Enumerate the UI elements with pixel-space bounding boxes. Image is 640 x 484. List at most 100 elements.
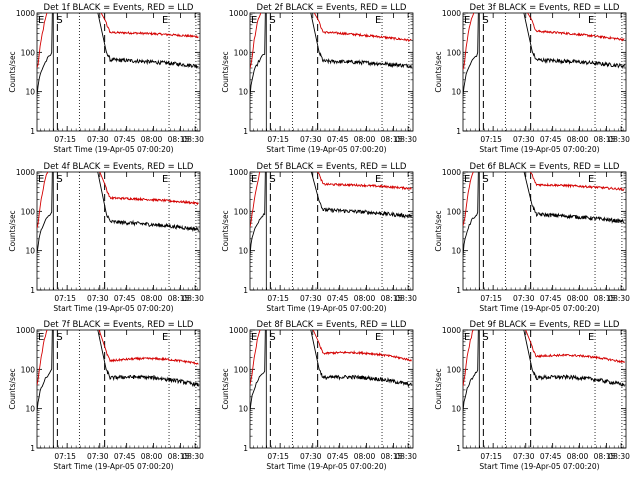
lld-series-line: [250, 13, 262, 69]
detector-panel-2: Det 2f BLACK = Events, RED = LLD 1 10 100 10…: [221, 3, 417, 154]
x-tick-label: 07:45: [114, 135, 136, 144]
lld-series-line: [100, 13, 199, 39]
events-series-line: [310, 172, 412, 219]
detector-panel-5: Det 5f BLACK = Events, RED = LLD 1 10 100 10…: [221, 162, 417, 313]
lld-series-line: [99, 172, 199, 206]
y-tick-label: 10: [451, 88, 461, 97]
y-tick-label: 1: [456, 444, 461, 453]
y-tick-label: 100: [234, 365, 249, 374]
y-axis-label: Counts/sec: [434, 51, 443, 92]
x-tick-label: 08:15: [594, 452, 616, 461]
y-tick-label: 1: [30, 444, 35, 453]
y-tick-label: 1000: [442, 9, 461, 18]
y-tick-label: 10: [238, 247, 248, 256]
y-tick-label: 100: [21, 365, 36, 374]
x-tick-label: 07:15: [480, 135, 502, 144]
y-tick-label: 100: [234, 48, 249, 57]
end-marker-label: E: [588, 174, 594, 185]
y-tick-label: 1000: [229, 9, 248, 18]
end-marker-label: E: [375, 332, 381, 343]
detector-panel-4: Det 4f BLACK = Events, RED = LLD 1 10 100 10…: [8, 162, 204, 313]
y-tick-label: 100: [21, 48, 36, 57]
lld-series-line: [527, 13, 625, 42]
start-marker-label: S: [56, 174, 62, 185]
y-tick-label: 1000: [16, 168, 35, 177]
x-tick-label: 08:30: [395, 452, 417, 461]
x-axis-label: Start Time (19-Apr-05 07:00:20): [479, 462, 599, 471]
events-series-line: [250, 172, 266, 256]
x-tick-label: 08:30: [608, 452, 630, 461]
lld-series-line: [98, 330, 199, 366]
y-axis-label: Counts/sec: [8, 51, 17, 92]
x-tick-label: 07:30: [87, 452, 109, 461]
x-tick-label: 08:00: [567, 135, 589, 144]
x-tick-label: 08:00: [567, 294, 589, 303]
start-marker-label: S: [56, 332, 62, 343]
y-tick-label: 100: [447, 207, 462, 216]
y-tick-label: 100: [234, 207, 249, 216]
lld-series-line: [313, 13, 412, 43]
end-marker-label: E: [375, 174, 381, 185]
x-tick-label: 08:15: [381, 294, 403, 303]
start-marker-label: S: [269, 332, 275, 343]
start-marker-label: E: [38, 332, 44, 343]
x-tick-label: 08:00: [141, 294, 163, 303]
x-tick-label: 07:30: [87, 135, 109, 144]
x-tick-label: 07:15: [54, 452, 76, 461]
y-axis-label: Counts/sec: [434, 368, 443, 409]
panel-title: Det 9f BLACK = Events, RED = LLD: [470, 320, 620, 330]
y-tick-label: 1: [456, 286, 461, 295]
panel-frame: [249, 12, 414, 132]
y-tick-label: 10: [25, 405, 35, 414]
events-series-line: [463, 172, 479, 257]
x-tick-label: 08:30: [395, 135, 417, 144]
y-tick-label: 1: [243, 444, 248, 453]
x-tick-label: 07:45: [327, 135, 349, 144]
start-marker-label: E: [251, 332, 257, 343]
x-tick-label: 07:45: [114, 294, 136, 303]
x-tick-label: 08:00: [141, 135, 163, 144]
detector-panel-6: Det 6f BLACK = Events, RED = LLD 1 10 100 10…: [434, 162, 630, 313]
x-axis-label: Start Time (19-Apr-05 07:00:20): [266, 145, 386, 154]
x-tick-label: 07:15: [267, 294, 289, 303]
x-axis-label: Start Time (19-Apr-05 07:00:20): [53, 145, 173, 154]
x-tick-label: 07:15: [267, 135, 289, 144]
x-axis-label: Start Time (19-Apr-05 07:00:20): [479, 145, 599, 154]
panel-frame: [462, 329, 627, 449]
x-tick-label: 08:30: [395, 294, 417, 303]
x-tick-label: 08:15: [168, 452, 190, 461]
start-marker-label: S: [482, 332, 488, 343]
lld-series-line: [463, 330, 474, 387]
x-tick-label: 08:30: [182, 135, 204, 144]
x-tick-label: 08:15: [381, 452, 403, 461]
panel-title: Det 7f BLACK = Events, RED = LLD: [44, 320, 194, 330]
x-tick-label: 07:15: [267, 452, 289, 461]
events-series-line: [37, 13, 53, 96]
x-tick-label: 08:30: [182, 452, 204, 461]
end-marker-label: E: [588, 15, 594, 26]
x-tick-label: 08:15: [168, 135, 190, 144]
events-series-line: [463, 330, 479, 412]
x-tick-label: 08:15: [594, 294, 616, 303]
start-marker-label: E: [38, 174, 44, 185]
panel-frame: [36, 171, 201, 291]
y-axis-label: Counts/sec: [8, 368, 17, 409]
start-marker-label: E: [464, 174, 470, 185]
x-tick-label: 08:00: [354, 452, 376, 461]
lld-series-line: [312, 330, 412, 362]
start-marker-label: S: [482, 15, 488, 26]
y-axis-label: Counts/sec: [434, 210, 443, 251]
x-tick-label: 07:45: [540, 135, 562, 144]
y-tick-label: 1000: [229, 168, 248, 177]
x-tick-label: 07:30: [300, 294, 322, 303]
x-tick-label: 07:45: [114, 452, 136, 461]
y-tick-label: 1000: [16, 326, 35, 335]
panel-frame: [249, 171, 414, 291]
panel-frame: [462, 12, 627, 132]
x-tick-label: 07:15: [54, 135, 76, 144]
x-tick-label: 07:15: [480, 452, 502, 461]
start-marker-label: E: [464, 15, 470, 26]
panel-title: Det 5f BLACK = Events, RED = LLD: [257, 162, 407, 172]
